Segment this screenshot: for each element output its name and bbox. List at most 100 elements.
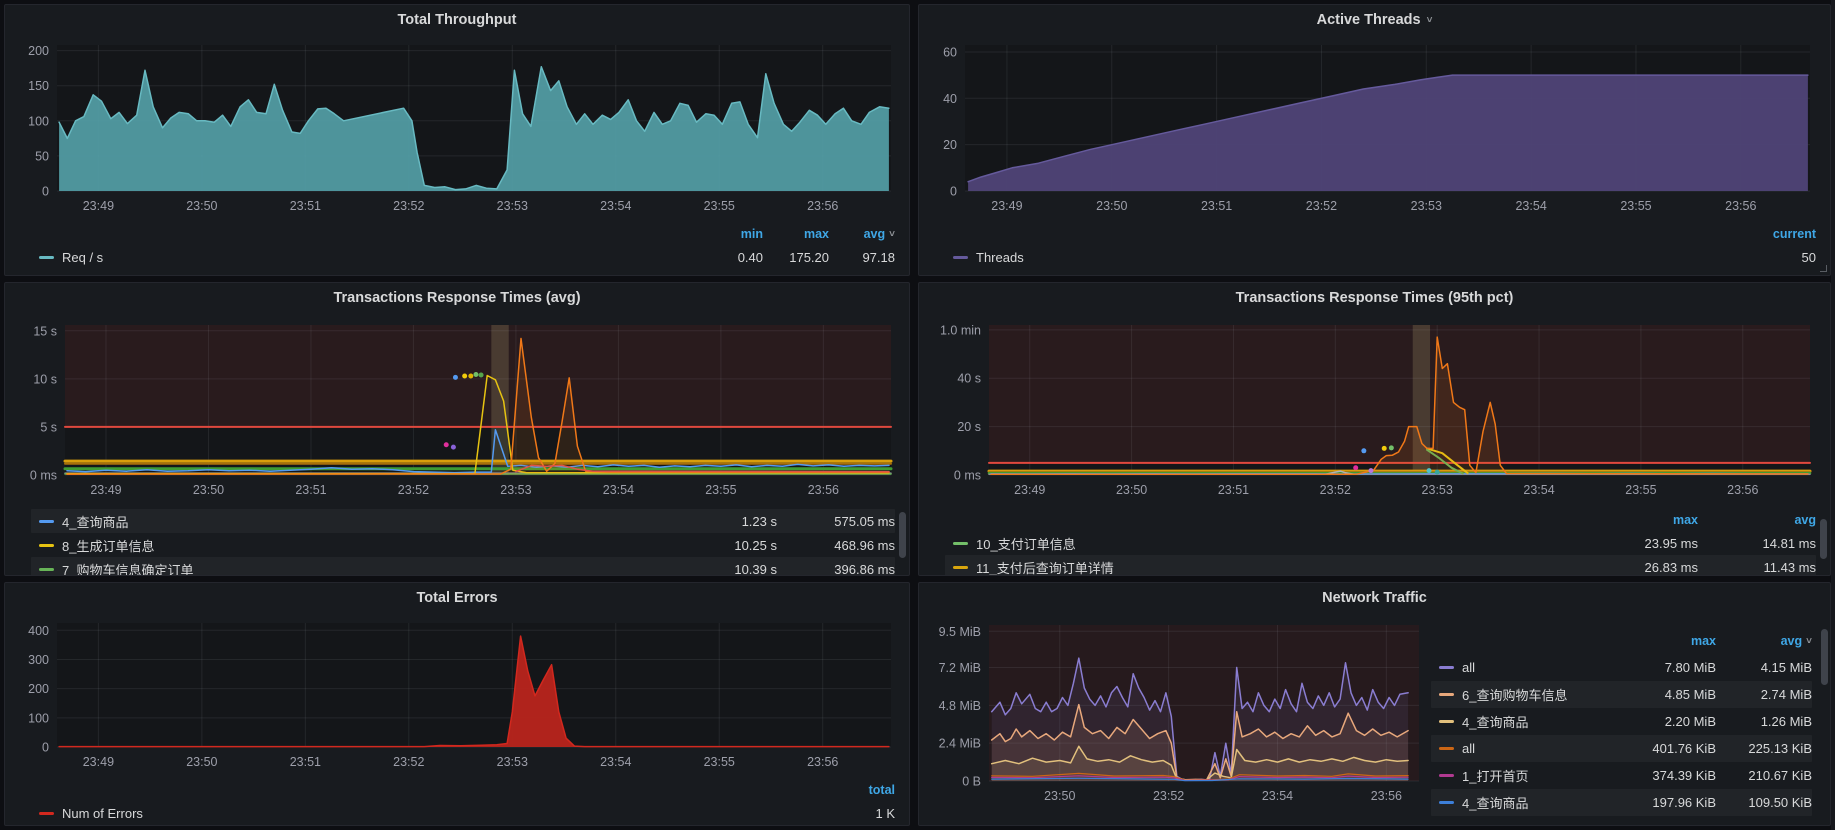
legend-item[interactable]: Num of Errors 1 K — [31, 801, 895, 825]
panel-total-throughput: Total Throughput 0 50 100 150 200 23:49 23:50 2… — [4, 4, 910, 276]
svg-text:23:50: 23:50 — [193, 483, 224, 497]
legend-series-label: all — [1462, 660, 1476, 675]
legend-series-name[interactable]: 4_查询商品 — [31, 512, 677, 531]
legend-item[interactable]: all 7.80 MiB 4.15 MiB — [1431, 654, 1812, 681]
legend-value: 50 — [1801, 249, 1816, 265]
legend-item[interactable]: 11_支付后查询订单详情 26.83 ms 11.43 ms — [945, 555, 1816, 575]
legend-column-header-max[interactable]: max — [1690, 633, 1716, 648]
panel-network-traffic: Network Traffic 0 B 2.4 MiB 4.8 MiB 7.2 MiB… — [918, 582, 1831, 826]
legend-item[interactable]: Threads 50 — [945, 245, 1816, 269]
legend-series-name[interactable]: 7_购物车信息确定订单 — [31, 560, 677, 575]
legend-series-name[interactable]: 4_查询商品 — [1431, 712, 1600, 731]
threads-chart[interactable]: 0 20 40 60 23:49 23:50 23:51 23:52 23:53 23:54 23:… — [927, 35, 1824, 223]
throughput-chart[interactable]: 0 50 100 150 200 23:49 23:50 23:51 23:52 23:53 23:… — [13, 35, 903, 223]
panel-total-errors: Total Errors 0 100 200 300 400 23:49 23:50 23:5… — [4, 582, 910, 826]
svg-text:23:54: 23:54 — [600, 755, 631, 769]
legend-scrollbar-thumb[interactable] — [1820, 519, 1827, 559]
svg-text:20: 20 — [943, 138, 957, 152]
legend-series-name[interactable]: all — [1431, 660, 1600, 675]
page-scrollbar[interactable] — [1831, 0, 1835, 830]
response-times-95pct-legend: max avg 10_支付订单信息 23.95 ms 14.81 ms 11_支付后查询订… — [919, 509, 1830, 575]
legend-series-label: Threads — [976, 249, 1024, 265]
legend-column-header-max[interactable]: max — [1672, 513, 1698, 527]
legend-item[interactable]: 4_查询商品 2.20 MiB 1.26 MiB — [1431, 708, 1812, 735]
legend-item[interactable]: Req / s 0.40 175.20 97.18 — [31, 245, 895, 269]
legend-series-name[interactable]: 6_查询购物车信息 — [1431, 685, 1600, 704]
legend-item[interactable]: 4_查询商品 1.23 s 575.05 ms — [31, 509, 895, 533]
legend-value: 0.40 — [737, 249, 763, 265]
legend-value: 396.86 ms — [834, 561, 895, 576]
legend-series-label: 4_查询商品 — [1462, 796, 1529, 811]
panel-response-times-avg: Transactions Response Times (avg) 0 ms 5 … — [4, 282, 910, 576]
legend-value: 23.95 ms — [1644, 535, 1698, 551]
legend-item[interactable]: 7_购物车信息确定订单 10.39 s 396.86 ms — [31, 557, 895, 576]
svg-text:7.2 MiB: 7.2 MiB — [939, 661, 981, 675]
legend-column-header-current[interactable]: current — [1772, 227, 1816, 241]
legend-value: 2.20 MiB — [1664, 714, 1716, 729]
panel-title[interactable]: Network Traffic — [919, 583, 1830, 613]
svg-text:2.4 MiB: 2.4 MiB — [939, 737, 981, 751]
response-times-avg-legend: 4_查询商品 1.23 s 575.05 ms 8_生成订单信息 10.25 s 468.… — [5, 509, 909, 576]
network-traffic-legend: max avg ˅ all 7.80 MiB 4.15 MiB 6_查询购物车信息 4.85 … — [1425, 613, 1830, 825]
svg-text:23:49: 23:49 — [991, 199, 1022, 213]
panel-title[interactable]: Total Errors — [5, 583, 909, 613]
legend-series-name[interactable]: 8_生成订单信息 — [31, 536, 677, 555]
network-traffic-chart[interactable]: 0 B 2.4 MiB 4.8 MiB 7.2 MiB 9.5 MiB 23:50 23:5… — [927, 613, 1425, 817]
total-errors-legend: total Num of Errors 1 K — [5, 779, 909, 825]
legend-value: 1.26 MiB — [1760, 714, 1812, 729]
legend-scrollbar-thumb[interactable] — [1821, 629, 1828, 685]
svg-text:400: 400 — [28, 624, 49, 638]
svg-text:23:49: 23:49 — [83, 199, 114, 213]
svg-text:23:53: 23:53 — [500, 483, 531, 497]
svg-text:10 s: 10 s — [33, 372, 57, 386]
total-errors-chart[interactable]: 0 100 200 300 400 23:49 23:50 23:51 23:52 23:53 23… — [13, 613, 903, 779]
legend-value: 109.50 KiB — [1748, 795, 1812, 810]
svg-text:150: 150 — [28, 79, 49, 93]
legend-column-header-total[interactable]: total — [868, 783, 895, 797]
legend-scrollbar-thumb[interactable] — [899, 512, 906, 558]
panel-title[interactable]: Transactions Response Times (95th pct) — [919, 283, 1830, 313]
legend-series-name[interactable]: all — [1431, 741, 1600, 756]
legend-item[interactable]: 4_查询商品 197.96 KiB 109.50 KiB — [1431, 789, 1812, 816]
legend-value: 374.39 KiB — [1652, 768, 1716, 783]
legend-series-name[interactable]: 10_支付订单信息 — [945, 534, 1598, 553]
legend-item[interactable]: 10_支付订单信息 23.95 ms 14.81 ms — [945, 531, 1816, 555]
legend-series-name[interactable]: 11_支付后查询订单详情 — [945, 558, 1598, 575]
chevron-down-icon[interactable]: ˅ — [1426, 15, 1433, 26]
legend-value: 97.18 — [862, 249, 895, 265]
legend-item[interactable]: all 401.76 KiB 225.13 KiB — [1431, 735, 1812, 762]
legend-column-header-avg[interactable]: avg ˅ — [863, 227, 895, 241]
panel-resize-handle[interactable] — [1820, 265, 1827, 272]
legend-item[interactable]: 8_生成订单信息 10.25 s 468.96 ms — [31, 533, 895, 557]
legend-column-header-min[interactable]: min — [740, 227, 763, 241]
legend-column-header-avg[interactable]: avg ˅ — [1780, 633, 1812, 648]
legend-series-name[interactable]: Req / s — [31, 250, 699, 265]
network-traffic-body: 0 B 2.4 MiB 4.8 MiB 7.2 MiB 9.5 MiB 23:50 23:5… — [919, 613, 1830, 825]
svg-text:23:56: 23:56 — [1371, 789, 1402, 803]
legend-column-header-avg[interactable]: avg — [1794, 513, 1816, 527]
series-color-marker — [953, 255, 968, 259]
legend-value: 4.85 MiB — [1664, 687, 1716, 702]
panel-title[interactable]: Active Threads ˅ — [919, 5, 1830, 35]
svg-text:200: 200 — [28, 682, 49, 696]
legend-series-label: 6_查询购物车信息 — [1462, 688, 1568, 703]
legend-value: 175.20 — [789, 249, 829, 265]
response-times-avg-chart[interactable]: 0 ms 5 s 10 s 15 s 23:49 23:50 23:51 23:52 23:53… — [13, 313, 903, 509]
legend-series-name[interactable]: Threads — [945, 250, 1756, 265]
response-times-95pct-chart[interactable]: 0 ms 20 s 40 s 1.0 min 23:49 23:50 23:51 23:52 2… — [927, 313, 1824, 509]
panel-title[interactable]: Transactions Response Times (avg) — [5, 283, 909, 313]
series-color-marker — [39, 255, 54, 259]
svg-text:23:52: 23:52 — [1320, 483, 1351, 497]
legend-series-name[interactable]: 4_查询商品 — [1431, 793, 1600, 812]
legend-column-header-max[interactable]: max — [803, 227, 829, 241]
legend-series-label: all — [1462, 741, 1476, 756]
legend-item[interactable]: 6_查询购物车信息 4.85 MiB 2.74 MiB — [1431, 681, 1812, 708]
panel-title[interactable]: Total Throughput — [5, 5, 909, 35]
legend-series-name[interactable]: 1_打开首页 — [1431, 766, 1600, 785]
legend-item[interactable]: 1_打开首页 374.39 KiB 210.67 KiB — [1431, 762, 1812, 789]
legend-series-name[interactable]: Num of Errors — [31, 806, 829, 821]
svg-text:23:50: 23:50 — [1096, 199, 1127, 213]
svg-text:23:49: 23:49 — [83, 755, 114, 769]
svg-text:23:53: 23:53 — [497, 755, 528, 769]
throughput-legend: min max avg ˅ Req / s 0.40 175.20 97.18 — [5, 223, 909, 275]
